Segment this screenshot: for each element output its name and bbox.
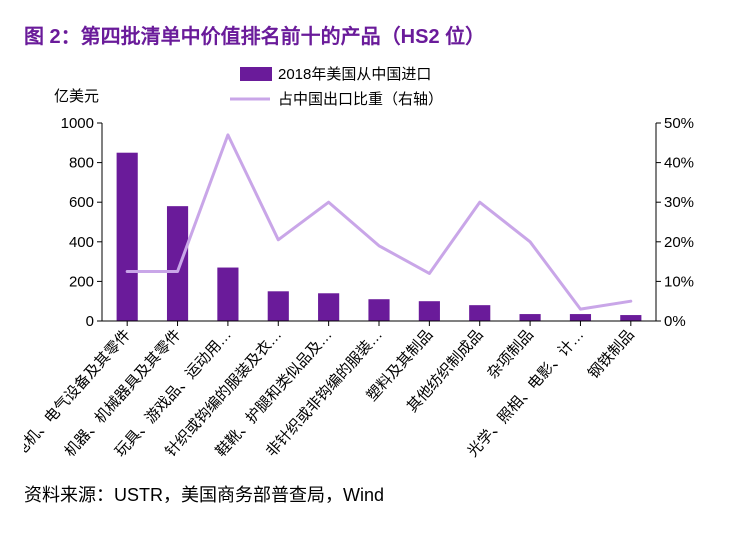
chart-svg: 2018年美国从中国进口占中国出口比重（右轴） 0 200 400 600 800 1000…: [24, 63, 716, 473]
y-left-tick-label: 1000: [61, 115, 94, 132]
bar: [318, 293, 339, 321]
legend-line-label: 占中国出口比重（右轴）: [278, 91, 443, 108]
y-right-tick-label: 40%: [664, 155, 694, 172]
y-left-axis-label: 亿美元: [54, 85, 99, 106]
bar: [117, 153, 138, 321]
bar: [268, 291, 289, 321]
y-right-tick-label: 10%: [664, 273, 694, 290]
bar: [469, 305, 490, 321]
y-right-tick-label: 20%: [664, 234, 694, 251]
bar: [217, 268, 238, 321]
bar: [368, 299, 389, 321]
line-series: [127, 135, 631, 309]
y-right-tick-label: 0%: [664, 313, 686, 330]
y-right-tick-label: 50%: [664, 115, 694, 132]
legend-bar-label: 2018年美国从中国进口: [278, 66, 431, 83]
chart-title: 图 2：第四批清单中价值排名前十的产品（HS2 位）: [24, 20, 716, 49]
bar: [620, 315, 641, 321]
bar: [167, 206, 188, 321]
y-left-tick-label: 200: [69, 273, 94, 290]
bar: [520, 314, 541, 321]
chart-source: 资料来源：USTR，美国商务部普查局，Wind: [24, 481, 716, 507]
y-left-tick-label: 600: [69, 194, 94, 211]
y-left-tick-label: 0: [86, 313, 94, 330]
chart-container: 亿美元 2018年美国从中国进口占中国出口比重（右轴） 0 200 400 600 800…: [24, 63, 716, 473]
y-left-tick-label: 400: [69, 234, 94, 251]
x-category-label: 钢铁制品: [585, 326, 638, 382]
y-right-tick-label: 30%: [664, 194, 694, 211]
y-left-tick-label: 800: [69, 155, 94, 172]
legend-bar-swatch: [240, 67, 272, 81]
bar: [419, 301, 440, 321]
bar: [570, 314, 591, 321]
x-category-label: 杂项制品: [484, 326, 537, 382]
